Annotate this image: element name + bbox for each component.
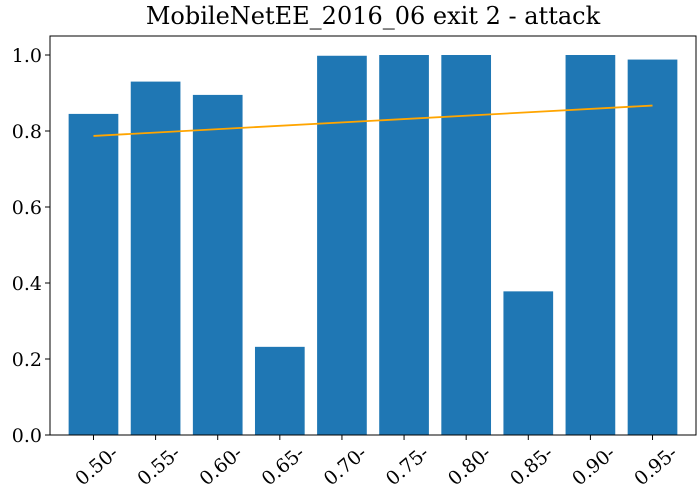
x-tick-label: 0.55- bbox=[133, 442, 184, 490]
bar-0.70- bbox=[317, 55, 367, 435]
y-tick-label: 0.4 bbox=[12, 273, 42, 295]
x-tick-label: 0.75- bbox=[382, 442, 433, 490]
y-tick-label: 0.6 bbox=[12, 197, 42, 219]
bar-0.50- bbox=[68, 113, 119, 436]
x-tick-label: 0.50- bbox=[71, 442, 122, 490]
x-tick-label: 0.60- bbox=[195, 442, 246, 490]
x-tick-label: 0.80- bbox=[444, 442, 495, 490]
bar-0.95- bbox=[627, 59, 678, 436]
bar-0.65- bbox=[254, 346, 305, 435]
x-tick-label: 0.85- bbox=[506, 442, 557, 490]
bar-0.90- bbox=[565, 55, 616, 435]
x-tick-label: 0.70- bbox=[320, 442, 371, 490]
trend-line bbox=[93, 104, 653, 137]
y-axis: 0.0 0.2 0.4 0.6 0.8 1.0 bbox=[12, 45, 50, 447]
bar-0.55- bbox=[130, 81, 181, 435]
bar-0.80- bbox=[441, 55, 492, 435]
chart-title: MobileNetEE_2016_06 exit 2 - attack bbox=[146, 2, 601, 30]
y-tick-label: 0.0 bbox=[12, 425, 42, 447]
y-tick-label: 0.2 bbox=[12, 349, 42, 371]
bars-group bbox=[68, 55, 678, 436]
x-tick-label: 0.90- bbox=[568, 442, 619, 490]
plot-frame bbox=[49, 35, 697, 436]
bar-0.85- bbox=[503, 291, 554, 435]
y-tick-label: 0.8 bbox=[12, 121, 42, 143]
x-tick-label: 0.95- bbox=[630, 442, 681, 490]
x-axis: 0.50- 0.55- 0.60- 0.65- 0.70- 0.75- 0.80- 0.85-… bbox=[71, 435, 682, 490]
bar-0.75- bbox=[379, 55, 429, 435]
trend-line-group bbox=[93, 104, 653, 137]
y-tick-label: 1.0 bbox=[12, 45, 42, 67]
bar-0.60- bbox=[192, 94, 243, 436]
x-tick-label: 0.65- bbox=[258, 442, 309, 490]
